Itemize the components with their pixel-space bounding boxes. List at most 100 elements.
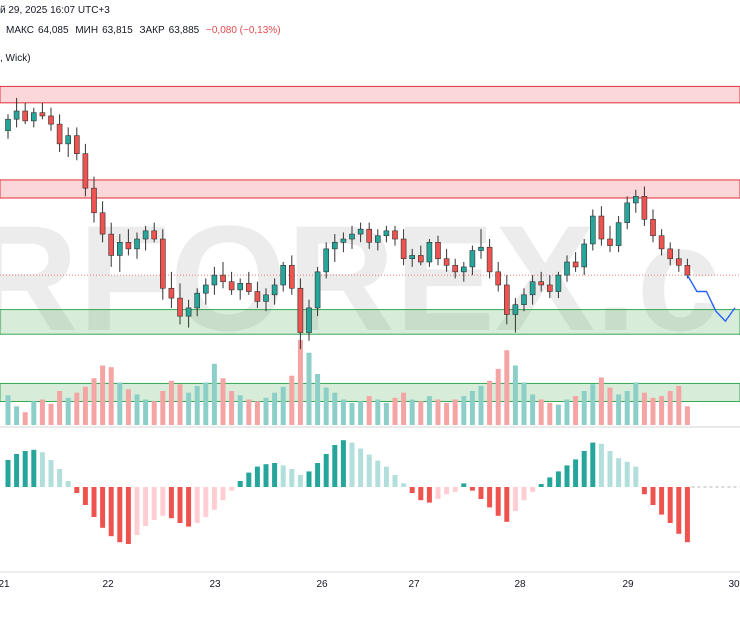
oscillator-bar xyxy=(39,452,45,487)
oscillator-bar xyxy=(409,487,415,493)
low-label: МИН xyxy=(75,25,99,36)
candle-body xyxy=(684,264,691,276)
oscillator-bar xyxy=(573,459,579,487)
candle-body xyxy=(323,248,330,273)
volume-bar xyxy=(194,385,200,425)
candle-body xyxy=(650,219,656,237)
volume-bar xyxy=(667,391,673,425)
watermark: RFOREX.c xyxy=(0,194,720,362)
candle-body xyxy=(125,242,132,250)
oscillator-bar xyxy=(383,466,389,487)
candle-body xyxy=(469,250,476,268)
volume-bar xyxy=(521,382,527,425)
volume-bar xyxy=(48,403,54,425)
oscillator-bar xyxy=(254,466,260,487)
oscillator-bar xyxy=(203,487,209,517)
candle-body xyxy=(581,243,588,268)
volume-bar xyxy=(495,368,501,425)
candle-body xyxy=(667,248,674,260)
oscillator-bar xyxy=(538,484,544,487)
oscillator-bar xyxy=(117,487,123,543)
volume-bar xyxy=(349,402,355,425)
candle-body xyxy=(99,212,106,235)
oscillator-bar xyxy=(676,487,682,534)
candle-body xyxy=(529,281,536,296)
volume-bar xyxy=(117,382,123,425)
volume-bar xyxy=(297,340,303,425)
candle-body xyxy=(615,222,622,246)
volume-bar xyxy=(14,406,20,425)
volume-bar xyxy=(31,401,37,425)
volume-bar xyxy=(392,397,398,425)
volume-bar xyxy=(358,401,364,425)
candle-body xyxy=(160,238,166,289)
candle-body xyxy=(228,281,235,291)
oscillator-bar xyxy=(151,487,157,520)
volume-bar xyxy=(461,396,467,425)
oscillator-bar xyxy=(48,460,54,487)
oscillator-bar xyxy=(100,487,106,528)
volume-bar xyxy=(452,399,458,425)
candle-body xyxy=(417,255,424,263)
candle-body xyxy=(288,264,295,289)
oscillator-bar xyxy=(22,451,28,487)
x-tick-label: 21 xyxy=(0,579,10,590)
candle-body xyxy=(435,242,441,260)
volume-bar xyxy=(272,392,278,425)
volume-bar xyxy=(22,412,28,425)
oscillator-bar xyxy=(315,463,321,487)
oscillator-bar xyxy=(194,487,200,523)
volume-bar xyxy=(418,401,424,425)
volume-bar xyxy=(564,399,570,425)
candle-body xyxy=(22,110,29,122)
x-tick-label: 27 xyxy=(408,579,420,590)
oscillator-bar xyxy=(530,487,536,492)
volume-bar xyxy=(590,384,596,425)
oscillator-bar xyxy=(435,487,441,499)
oscillator-bar xyxy=(332,445,338,487)
oscillator-bar xyxy=(65,481,71,487)
volume-bar xyxy=(375,399,381,425)
candle-body xyxy=(280,264,287,286)
volume-bar xyxy=(633,382,639,425)
volume-bar xyxy=(547,402,553,425)
volume-bar xyxy=(478,385,484,425)
volume-bar xyxy=(607,387,613,425)
candle-body xyxy=(632,196,639,204)
candle-body xyxy=(658,235,665,250)
oscillator-bar xyxy=(624,461,630,487)
candle-body xyxy=(598,215,605,240)
volume-bar xyxy=(39,399,45,425)
candle-body xyxy=(142,230,149,240)
oscillator-bar xyxy=(168,487,174,519)
volume-bar xyxy=(573,396,579,425)
candle-body xyxy=(39,112,46,117)
oscillator-bar xyxy=(452,487,458,492)
oscillator-bar xyxy=(444,487,450,495)
candle-body xyxy=(48,115,54,125)
oscillator-bar xyxy=(289,469,295,487)
oscillator-bar xyxy=(564,465,570,487)
volume-bar xyxy=(409,399,415,425)
candle-body xyxy=(366,228,373,243)
x-tick-label: 29 xyxy=(622,579,634,590)
volume-bar xyxy=(100,365,106,425)
candle-body xyxy=(263,294,269,302)
volume-bar xyxy=(108,367,114,425)
volume-bar xyxy=(160,391,166,425)
candle-body xyxy=(5,118,11,132)
oscillator-bar xyxy=(358,448,364,487)
low-value: 63,815 xyxy=(102,25,133,36)
oscillator-bar xyxy=(186,487,192,527)
candle-body xyxy=(82,153,89,189)
volume-bar xyxy=(487,380,493,425)
oscillator-bar xyxy=(125,487,131,544)
candle-body xyxy=(211,274,218,286)
volume-bar xyxy=(616,394,622,425)
x-tick-label: 22 xyxy=(102,579,114,590)
close-value: 63,885 xyxy=(168,25,200,36)
volume-bar xyxy=(504,350,510,425)
volume-bar xyxy=(624,391,630,425)
oscillator-bar xyxy=(57,469,63,487)
